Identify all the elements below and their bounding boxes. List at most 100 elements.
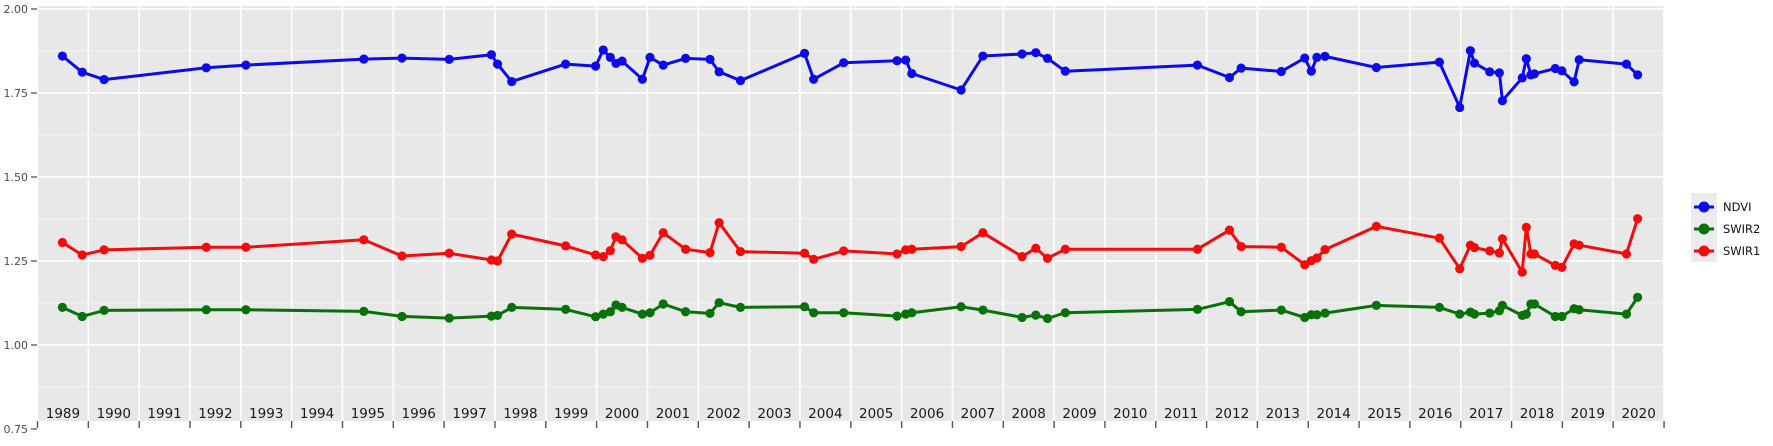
ndvi-data-point xyxy=(605,52,615,62)
swir1-data-point xyxy=(1320,244,1330,255)
x-axis-tick-label: 1993 xyxy=(249,406,283,422)
swir1-data-point xyxy=(1529,249,1540,259)
ndvi-data-point xyxy=(1465,46,1475,56)
x-axis-tick-label: 2002 xyxy=(707,406,741,422)
ndvi-data-point xyxy=(645,52,655,62)
swir2-data-point xyxy=(591,312,601,322)
ndvi-data-point xyxy=(1320,51,1330,61)
y-axis-ticks xyxy=(31,8,37,430)
swir1-data-point xyxy=(645,250,655,260)
swir2-data-point xyxy=(1469,309,1480,319)
ndvi-data-point xyxy=(359,54,369,64)
ndvi-data-point xyxy=(1371,62,1381,73)
ndvi-data-point xyxy=(1312,52,1322,62)
ndvi-data-point xyxy=(1569,77,1579,87)
swir2-data-point xyxy=(1485,308,1495,318)
ndvi-data-point xyxy=(444,54,454,64)
swir1-data-point xyxy=(892,249,902,259)
y-axis-labels: 0.75 1.00 1.25 1.50 1.75 2.00 xyxy=(4,3,29,436)
swir1-data-point xyxy=(1236,241,1246,252)
series-swir1 xyxy=(57,214,1643,277)
swir2-data-point xyxy=(1031,310,1041,320)
swir2-data-point xyxy=(1320,308,1330,318)
swir1-data-point xyxy=(735,246,746,257)
swir1-data-point xyxy=(1017,252,1027,262)
swir2-data-point xyxy=(735,302,746,312)
x-axis-ticks xyxy=(36,421,1665,428)
swir2-data-point xyxy=(561,304,571,314)
swir1-data-point xyxy=(359,235,369,245)
ndvi-data-point xyxy=(1494,68,1504,78)
ndvi-data-point xyxy=(1017,49,1027,59)
ndvi-data-point xyxy=(978,51,988,61)
swir2-data-point xyxy=(1236,307,1246,317)
series-swir2 xyxy=(57,292,1643,324)
ndvi-data-point xyxy=(486,50,497,60)
swir1-data-point xyxy=(1300,260,1310,270)
legend-label: SWIR1 xyxy=(1723,244,1760,258)
swir2-data-point xyxy=(1521,309,1531,319)
swir1-data-point xyxy=(705,248,715,258)
ndvi-data-point xyxy=(892,56,902,66)
swir1-data-point xyxy=(658,228,668,238)
swir2-data-point xyxy=(1060,308,1070,318)
swir1-data-point xyxy=(1312,253,1322,263)
ndvi-data-point xyxy=(1557,66,1567,76)
ndvi-data-point xyxy=(1517,73,1527,83)
swir1-data-point xyxy=(1031,243,1041,253)
ndvi-data-point xyxy=(57,51,68,61)
legend-item-swir2: SWIR2 xyxy=(1694,222,1760,236)
x-axis-tick-label: 2001 xyxy=(656,406,690,422)
ndvi-data-point xyxy=(241,60,251,70)
swir2-data-point xyxy=(1371,300,1381,310)
x-axis-tick-label: 2015 xyxy=(1367,406,1401,422)
y-axis-tick-label: 1.00 xyxy=(4,339,29,352)
swir2-data-point xyxy=(892,311,902,321)
swir1-data-point xyxy=(809,254,819,264)
y-axis-tick-label: 1.75 xyxy=(4,87,29,100)
ndvi-data-point xyxy=(1192,60,1203,70)
ndvi-data-point xyxy=(598,45,608,55)
x-axis-tick-label: 1995 xyxy=(351,406,385,422)
series-ndvi xyxy=(57,45,1643,113)
ndvi-data-point xyxy=(907,68,917,79)
x-axis-tick-label: 2013 xyxy=(1266,406,1300,422)
ndvi-data-point xyxy=(658,60,668,70)
swir2-data-point xyxy=(1574,305,1584,315)
ndvi-data-point xyxy=(956,85,966,95)
swir1-data-point xyxy=(77,250,87,260)
swir2-data-point xyxy=(605,307,615,317)
y-axis-tick-label: 2.00 xyxy=(4,3,29,16)
legend-item-swir1: SWIR1 xyxy=(1694,244,1760,258)
swir2-data-point xyxy=(57,302,68,312)
ndvi-data-point xyxy=(617,56,627,66)
ndvi-data-point xyxy=(1485,67,1495,77)
swir2-data-point xyxy=(809,308,819,318)
x-axis-tick-label: 2020 xyxy=(1621,406,1655,422)
swir1-data-point xyxy=(57,237,68,248)
swir1-data-point xyxy=(561,241,571,251)
ndvi-data-point xyxy=(901,55,911,65)
ndvi-data-point xyxy=(1300,53,1310,63)
ndvi-data-point xyxy=(714,67,724,77)
swir2-data-point xyxy=(1550,311,1560,322)
ndvi-data-point xyxy=(1236,63,1246,73)
swir2-data-point xyxy=(839,308,849,318)
ndvi-data-point xyxy=(839,58,849,68)
ndvi-data-point xyxy=(1455,102,1465,113)
swir2-data-point xyxy=(714,298,724,308)
swir1-data-point xyxy=(1574,240,1584,250)
legend-marker-swatch xyxy=(1698,223,1710,235)
swir2-data-point xyxy=(799,302,810,312)
legend-marker-swatch xyxy=(1698,201,1710,213)
ndvi-data-point xyxy=(680,53,691,63)
x-gridlines xyxy=(36,6,1665,421)
ndvi-line xyxy=(60,48,1640,109)
swir2-data-point xyxy=(1192,304,1203,314)
x-axis-tick-label: 2012 xyxy=(1215,406,1249,422)
swir1-data-point xyxy=(492,256,503,266)
ndvi-data-point xyxy=(1574,55,1584,65)
swir1-data-point xyxy=(1517,267,1527,277)
swir1-data-point xyxy=(1621,249,1632,259)
